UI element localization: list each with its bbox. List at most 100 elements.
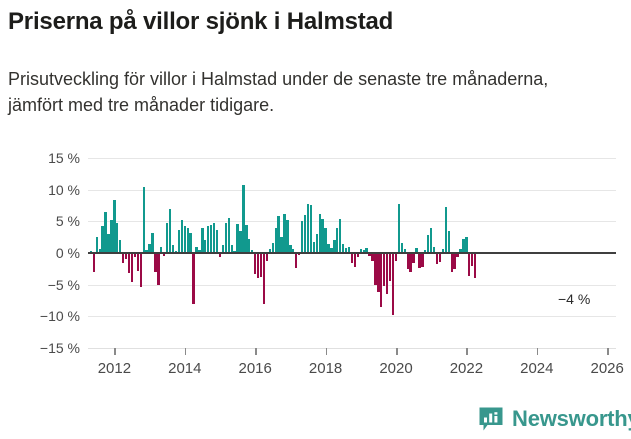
logo-text: Newsworthy xyxy=(512,406,631,431)
bar xyxy=(438,253,442,262)
bar xyxy=(160,246,163,253)
bar xyxy=(224,222,228,253)
page-subtitle: Prisutveckling för villor i Halmstad und… xyxy=(8,69,549,115)
bar xyxy=(333,240,336,253)
bar xyxy=(391,253,395,316)
bar xyxy=(183,226,186,253)
bar xyxy=(344,247,348,253)
bar xyxy=(256,253,260,279)
bar xyxy=(242,184,245,253)
x-axis-tick xyxy=(255,348,257,355)
gridline xyxy=(88,158,616,159)
bar xyxy=(300,221,304,253)
bar xyxy=(245,225,248,253)
x-axis-tick-label: 2026 xyxy=(590,360,624,377)
bar xyxy=(107,234,110,253)
bar xyxy=(383,253,386,286)
bar xyxy=(142,187,145,253)
bar xyxy=(388,253,392,281)
chart-axes: 2012 2014 2016 2018 2020 2022 2024 2026 −4 % xyxy=(0,140,631,390)
bar xyxy=(394,253,398,261)
bar xyxy=(127,253,131,274)
bar xyxy=(315,234,318,253)
bar xyxy=(212,222,216,253)
bar xyxy=(406,253,409,270)
bar xyxy=(327,244,330,253)
bar xyxy=(444,207,448,253)
bar xyxy=(303,215,307,253)
bar xyxy=(130,253,134,282)
bar xyxy=(154,253,157,272)
bar xyxy=(362,249,365,253)
x-axis-tick-label: 2016 xyxy=(238,360,272,377)
bar xyxy=(418,253,421,269)
bar xyxy=(435,253,439,265)
x-axis-tick-label: 2012 xyxy=(97,360,132,377)
bar xyxy=(265,253,269,261)
bar xyxy=(359,249,362,253)
bar xyxy=(215,230,219,253)
bar xyxy=(262,253,266,304)
bar xyxy=(104,212,107,253)
bar xyxy=(101,226,104,253)
bar xyxy=(121,253,125,264)
bar xyxy=(124,253,128,260)
y-axis-tick-label: 10 % xyxy=(48,181,80,198)
bar xyxy=(148,244,151,253)
bar xyxy=(421,253,424,267)
bar xyxy=(385,253,389,294)
bar xyxy=(462,239,465,253)
bar xyxy=(336,227,339,253)
bar xyxy=(251,250,254,253)
bar xyxy=(447,231,450,253)
bar xyxy=(427,235,430,253)
bar-series xyxy=(0,140,631,390)
bar xyxy=(110,220,113,253)
bar xyxy=(473,253,477,279)
bar xyxy=(177,230,181,253)
bar xyxy=(432,246,436,253)
bar xyxy=(350,253,354,264)
bar xyxy=(456,253,459,257)
y-axis-tick-label: 15 % xyxy=(48,150,80,166)
bar xyxy=(277,216,280,253)
bar xyxy=(98,249,101,253)
bar xyxy=(95,237,98,253)
bar xyxy=(321,218,324,253)
bar xyxy=(168,208,172,253)
bar xyxy=(116,222,119,253)
bar xyxy=(283,213,286,253)
bar xyxy=(356,253,360,257)
x-axis-tick xyxy=(536,348,539,355)
bar xyxy=(429,227,433,253)
bar xyxy=(371,253,374,261)
bar xyxy=(450,253,453,272)
zero-line xyxy=(88,252,616,254)
bar xyxy=(145,250,148,253)
bar xyxy=(227,217,230,253)
bar xyxy=(415,247,418,253)
y-axis-tick-label: −15 % xyxy=(39,340,80,356)
chart-plot-area: 15 % 10 % 5 % 0 % −5 % −10 % −15 % 2012 2014 201… xyxy=(0,140,631,390)
bar xyxy=(113,200,116,253)
gridline xyxy=(88,189,616,191)
bar xyxy=(163,253,166,256)
bar xyxy=(309,204,313,253)
gridline xyxy=(88,221,616,223)
bar xyxy=(403,249,406,253)
bar xyxy=(139,253,142,288)
x-axis-tick xyxy=(184,348,187,355)
page-title: Priserna på villor sjönk i Halmstad xyxy=(8,8,394,35)
bar xyxy=(295,253,298,269)
bar xyxy=(330,247,333,253)
bar xyxy=(136,253,140,271)
bar xyxy=(368,253,371,256)
bar xyxy=(171,245,175,253)
bar xyxy=(312,241,316,253)
bar xyxy=(409,253,412,272)
bar xyxy=(471,253,474,266)
bar xyxy=(324,227,327,253)
bar xyxy=(286,220,289,253)
bar xyxy=(365,247,368,253)
